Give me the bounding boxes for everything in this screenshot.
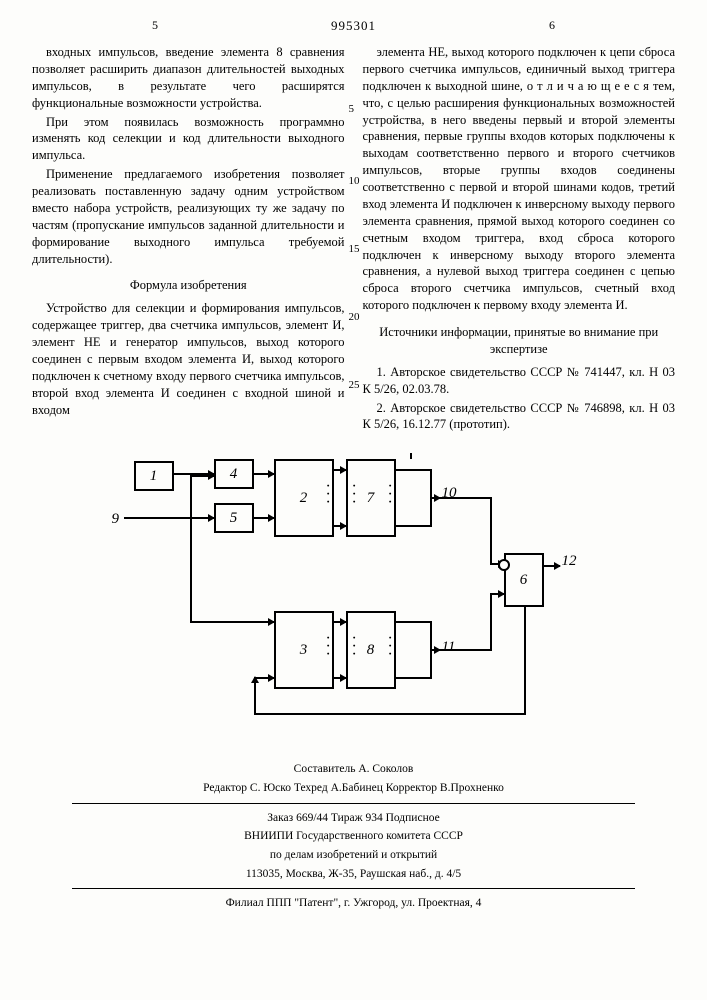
para: элемента НЕ, выход которого подключен к … xyxy=(363,44,676,314)
dots-icon: ··· xyxy=(388,483,393,507)
page: 5 995301 6 входных импульсов, введение э… xyxy=(0,0,707,1000)
source-item: 1. Авторское свидетельство СССР № 741447… xyxy=(363,364,676,398)
dots-icon: ··· xyxy=(352,635,357,659)
wire xyxy=(410,453,412,459)
wire xyxy=(254,677,274,679)
right-column: 5 10 15 20 25 элемента НЕ, выход которог… xyxy=(363,44,676,435)
wire xyxy=(194,517,214,519)
text-columns: входных импульсов, введение элемента 8 с… xyxy=(32,44,675,435)
page-header: 5 995301 6 xyxy=(32,18,675,34)
wire xyxy=(334,677,346,679)
wire xyxy=(334,621,346,623)
divider xyxy=(72,803,635,804)
wire xyxy=(490,497,492,563)
wire xyxy=(544,565,560,567)
wire xyxy=(334,469,346,471)
para: входных импульсов, введение элемента 8 с… xyxy=(32,44,345,112)
node-12: 12 xyxy=(562,553,577,570)
block-4: 4 xyxy=(214,459,254,489)
sources-heading: Источники информации, принятые во вниман… xyxy=(363,324,676,358)
node-11: 11 xyxy=(442,639,456,656)
node-9: 9 xyxy=(112,511,120,528)
wire xyxy=(190,621,274,623)
line-number: 25 xyxy=(349,378,360,393)
wire xyxy=(396,469,430,471)
page-number-left: 5 xyxy=(152,18,158,33)
left-column: входных импульсов, введение элемента 8 с… xyxy=(32,44,345,435)
wire xyxy=(254,677,256,713)
inverter-bubble-icon xyxy=(498,559,510,571)
line-number: 20 xyxy=(349,310,360,325)
wire xyxy=(190,475,214,477)
wire xyxy=(190,475,192,519)
wire xyxy=(254,517,274,519)
formula-heading: Формула изобретения xyxy=(32,277,345,294)
footer-row: Заказ 669/44 Тираж 934 Подписное xyxy=(32,810,675,827)
wire xyxy=(524,607,526,713)
wire xyxy=(396,677,430,679)
line-number: 10 xyxy=(349,174,360,189)
block-3: 3 xyxy=(274,611,334,689)
line-number: 5 xyxy=(349,102,355,117)
footer-row: ВНИИПИ Государственного комитета СССР xyxy=(32,828,675,845)
block-5: 5 xyxy=(214,503,254,533)
source-item: 2. Авторское свидетельство СССР № 746898… xyxy=(363,400,676,434)
block-1: 1 xyxy=(134,461,174,491)
divider xyxy=(72,888,635,889)
document-number: 995301 xyxy=(331,18,376,34)
line-number: 15 xyxy=(349,242,360,257)
wire xyxy=(396,525,430,527)
footer-row: Составитель А. Соколов xyxy=(32,761,675,778)
para: Применение предлагаемого изобретения поз… xyxy=(32,166,345,267)
dots-icon: ··· xyxy=(326,635,331,659)
wire xyxy=(430,649,492,651)
circuit-diagram: 1 4 5 2 7 3 8 6 ··· ··· ··· ··· ··· ··· … xyxy=(94,453,614,743)
block-6: 6 xyxy=(504,553,544,607)
footer-row: Редактор С. Юско Техред А.Бабинец Коррек… xyxy=(32,780,675,797)
footer-row: Филиал ППП "Патент", г. Ужгород, ул. Про… xyxy=(32,895,675,912)
node-10: 10 xyxy=(442,485,457,502)
wire xyxy=(254,713,526,715)
wire xyxy=(190,517,192,623)
wire xyxy=(490,593,504,595)
footer-row: по делам изобретений и открытий xyxy=(32,847,675,864)
wire xyxy=(490,593,492,651)
block-2: 2 xyxy=(274,459,334,537)
para: Устройство для селекции и формирования и… xyxy=(32,300,345,418)
colophon: Составитель А. Соколов Редактор С. Юско … xyxy=(32,761,675,912)
wire xyxy=(254,473,274,475)
wire xyxy=(396,621,430,623)
dots-icon: ··· xyxy=(388,635,393,659)
wire xyxy=(334,525,346,527)
dots-icon: ··· xyxy=(352,483,357,507)
wire xyxy=(430,497,492,499)
page-number-right: 6 xyxy=(549,18,555,33)
para: При этом появилась возможность программн… xyxy=(32,114,345,165)
footer-row: 113035, Москва, Ж-35, Раушская наб., д. … xyxy=(32,866,675,883)
dots-icon: ··· xyxy=(326,483,331,507)
